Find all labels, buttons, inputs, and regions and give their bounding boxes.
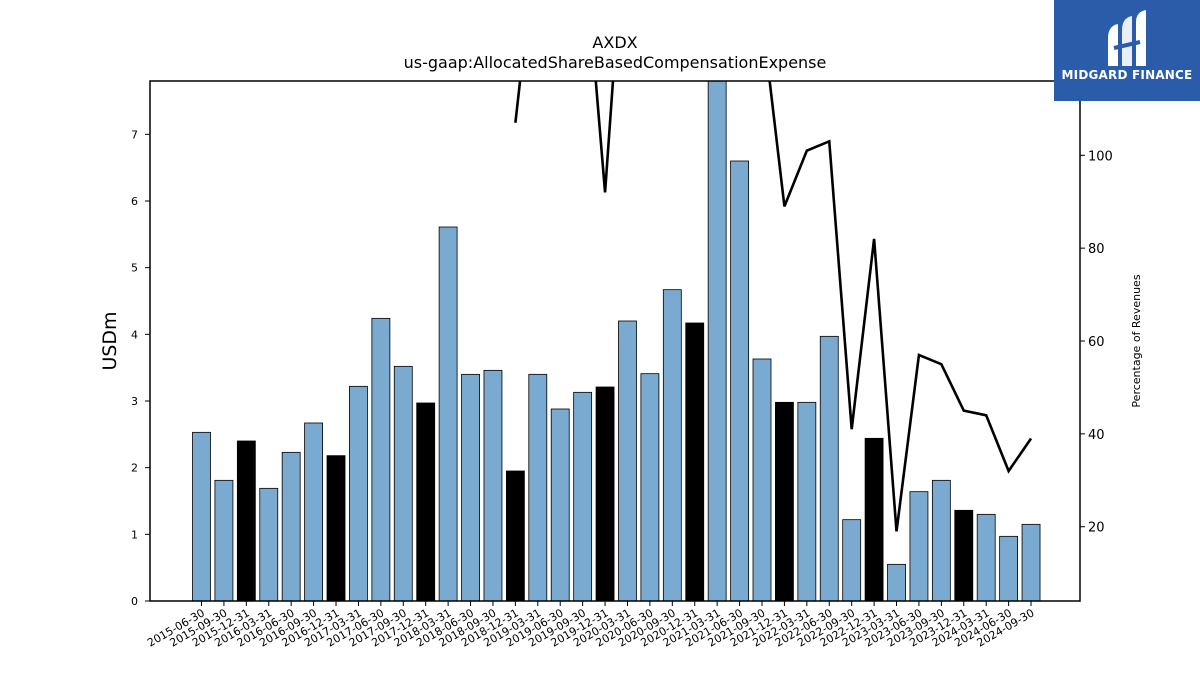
bar-2020-06-30 (640, 373, 660, 601)
y-axis-label: USDm (99, 311, 121, 370)
bar-2019-12-31 (595, 386, 615, 601)
bar-2017-03-31 (349, 385, 368, 601)
bar-2016-06-30 (281, 451, 301, 601)
bar-2018-09-30 (483, 369, 503, 601)
bar-2022-09-30 (842, 519, 862, 601)
bar-2021-06-30 (730, 160, 749, 601)
bar-2018-03-31 (438, 226, 458, 601)
y2-tick-label: 60 (1088, 335, 1105, 350)
bar-2021-09-30 (752, 358, 772, 601)
bar-2017-12-31 (416, 402, 436, 601)
bar-2017-06-30 (371, 317, 391, 601)
y2-tick-label: 80 (1088, 242, 1105, 257)
bar-2019-09-30 (573, 391, 593, 601)
bar-2015-06-30 (192, 431, 211, 601)
y-tick-label: 7 (131, 128, 138, 141)
bar-2023-12-31 (954, 509, 974, 601)
bar-2018-12-31 (505, 470, 525, 601)
line-group (514, 81, 1033, 532)
bar-2016-09-30 (304, 422, 324, 601)
y-tick-label: 1 (131, 528, 138, 541)
y2-tick-label: 100 (1088, 149, 1113, 164)
y2-axis-label: Percentage of Revenues (1130, 274, 1143, 407)
bar-2016-12-31 (326, 455, 346, 601)
bar-2022-06-30 (819, 335, 839, 601)
bar-2017-09-30 (393, 365, 413, 601)
bar-2020-12-31 (685, 322, 705, 601)
bar-2019-03-31 (528, 373, 548, 601)
bar-2024-09-30 (1021, 523, 1041, 601)
y2-tick-label: 20 (1088, 521, 1105, 536)
chart-title: AXDX (592, 33, 637, 52)
bar-2023-09-30 (931, 479, 951, 601)
y-tick-label: 6 (131, 195, 138, 208)
y2-tick-label: 40 (1088, 428, 1105, 443)
bars-group (192, 81, 1041, 601)
bar-2016-03-31 (259, 487, 279, 601)
bar-2024-03-31 (976, 513, 996, 601)
bar-2022-03-31 (797, 401, 817, 601)
bar-2019-06-30 (550, 408, 570, 601)
bar-2020-09-30 (662, 289, 682, 601)
bar-2015-09-30 (214, 479, 234, 601)
bar-2021-12-31 (775, 401, 794, 601)
y-tick-label: 0 (131, 595, 138, 608)
bar-2023-03-31 (887, 563, 906, 601)
y-tick-label: 5 (131, 262, 138, 275)
bar-2020-03-31 (618, 320, 637, 601)
y-tick-label: 4 (131, 328, 138, 341)
bar-2023-06-30 (909, 491, 929, 601)
bar-2022-12-31 (864, 437, 884, 601)
bar-2018-06-30 (461, 373, 480, 601)
y-tick-label: 3 (131, 395, 138, 408)
logo-text: MIDGARD FINANCE (1061, 68, 1193, 82)
brand-logo: MIDGARD FINANCE (1054, 0, 1200, 101)
chart-subtitle: us-gaap:AllocatedShareBasedCompensationE… (404, 53, 827, 72)
percentage-line (514, 81, 1033, 532)
y-tick-label: 2 (131, 462, 138, 475)
axes-group: 01234567204060801002015-06-302015-09-302… (131, 80, 1113, 650)
bar-2021-03-31 (707, 81, 727, 601)
bar-2015-12-31 (236, 440, 256, 601)
midgard-logo-icon (1108, 10, 1146, 66)
bar-2024-06-30 (999, 535, 1019, 601)
